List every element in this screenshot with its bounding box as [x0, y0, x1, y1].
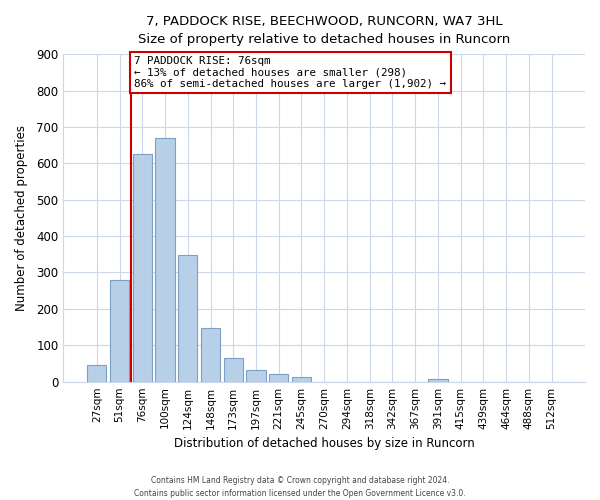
Title: 7, PADDOCK RISE, BEECHWOOD, RUNCORN, WA7 3HL
Size of property relative to detach: 7, PADDOCK RISE, BEECHWOOD, RUNCORN, WA7…	[138, 15, 511, 46]
Bar	[155, 138, 175, 382]
Y-axis label: Number of detached properties: Number of detached properties	[15, 125, 28, 311]
Text: Contains HM Land Registry data © Crown copyright and database right 2024.
Contai: Contains HM Land Registry data © Crown c…	[134, 476, 466, 498]
X-axis label: Distribution of detached houses by size in Runcorn: Distribution of detached houses by size …	[174, 437, 475, 450]
Bar	[224, 358, 243, 382]
Text: 7 PADDOCK RISE: 76sqm
← 13% of detached houses are smaller (298)
86% of semi-det: 7 PADDOCK RISE: 76sqm ← 13% of detached …	[134, 56, 446, 89]
Bar	[133, 154, 152, 382]
Bar	[201, 328, 220, 382]
Bar	[247, 370, 266, 382]
Bar	[87, 366, 106, 382]
Bar	[428, 379, 448, 382]
Bar	[110, 280, 129, 382]
Bar	[178, 255, 197, 382]
Bar	[269, 374, 289, 382]
Bar	[292, 378, 311, 382]
